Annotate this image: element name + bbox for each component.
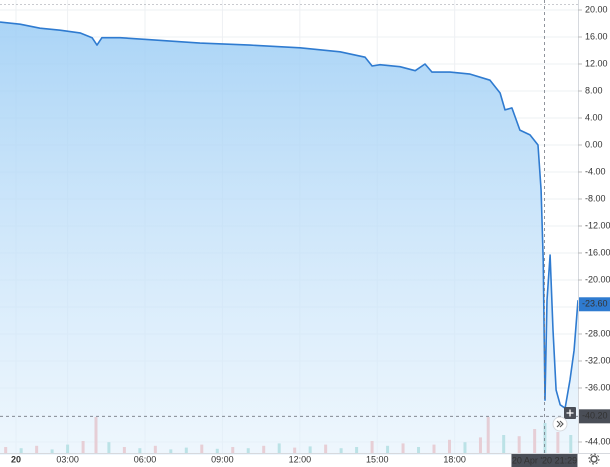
y-tick-label: -32.00 [585,355,610,365]
scroll-to-realtime-button[interactable] [552,416,568,432]
price-line [0,21,579,409]
x-tick-label: 09:00 [211,454,234,464]
x-tick-label: 20 [11,454,21,464]
crosshair-time-label: 20 Apr '20 21:29 [512,455,577,465]
settings-button[interactable] [588,453,600,465]
plot-area [0,4,579,455]
area [0,22,578,455]
y-tick-label: -12.00 [585,220,610,230]
y-tick-label: -16.00 [585,247,610,257]
last-price-box [579,297,610,312]
x-tick-label: 06:00 [134,454,157,464]
crosshair-price-label: -40.20 [582,411,608,421]
y-tick-label: -20.00 [585,274,610,284]
x-tick-label: 18:00 [443,454,466,464]
y-tick-label: 16.00 [585,31,608,41]
y-tick-label: -36.00 [585,382,610,392]
y-tick-label: 0.00 [585,139,603,149]
crosshair-plus-button[interactable] [564,407,576,419]
y-tick-label: 12.00 [585,58,608,68]
crosshair-price-box [579,409,610,424]
y-tick-label: -4.00 [585,166,606,176]
y-tick-label: 4.00 [585,112,603,122]
last-price-label: -23.60 [582,299,608,309]
x-tick-label: 15:00 [366,454,389,464]
y-tick-label: 20.00 [585,4,608,14]
y-tick-label: -44.00 [585,436,610,446]
x-tick-label: 03:00 [56,454,79,464]
y-tick-label: -28.00 [585,328,610,338]
crosshair-time-box [511,454,578,467]
x-tick-label: 12:00 [289,454,312,464]
y-tick-label: 8.00 [585,85,603,95]
y-tick-label: -8.00 [585,193,606,203]
